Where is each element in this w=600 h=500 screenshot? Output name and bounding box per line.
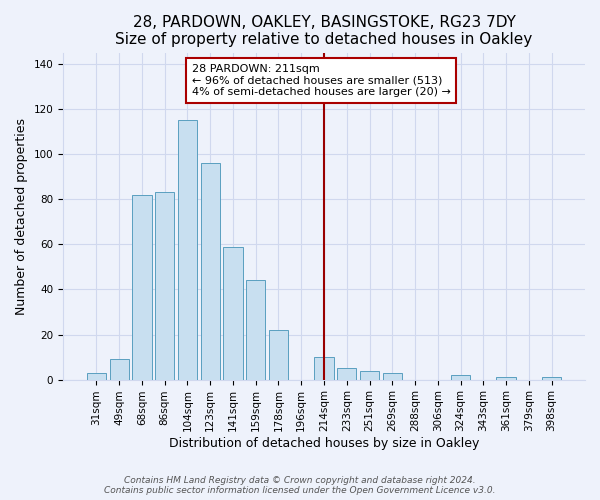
Bar xyxy=(451,375,470,380)
Bar xyxy=(178,120,197,380)
Bar xyxy=(314,357,334,380)
Title: 28, PARDOWN, OAKLEY, BASINGSTOKE, RG23 7DY
Size of property relative to detached: 28, PARDOWN, OAKLEY, BASINGSTOKE, RG23 7… xyxy=(115,15,533,48)
Y-axis label: Number of detached properties: Number of detached properties xyxy=(15,118,28,314)
Bar xyxy=(132,195,152,380)
Text: 28 PARDOWN: 211sqm
← 96% of detached houses are smaller (513)
4% of semi-detache: 28 PARDOWN: 211sqm ← 96% of detached hou… xyxy=(192,64,451,97)
Bar xyxy=(383,373,402,380)
Bar xyxy=(269,330,288,380)
Bar xyxy=(542,378,561,380)
Bar xyxy=(223,246,242,380)
X-axis label: Distribution of detached houses by size in Oakley: Distribution of detached houses by size … xyxy=(169,437,479,450)
Bar xyxy=(155,192,175,380)
Bar xyxy=(496,378,516,380)
Bar xyxy=(200,163,220,380)
Bar xyxy=(360,370,379,380)
Bar xyxy=(337,368,356,380)
Bar xyxy=(246,280,265,380)
Bar xyxy=(87,373,106,380)
Text: Contains HM Land Registry data © Crown copyright and database right 2024.
Contai: Contains HM Land Registry data © Crown c… xyxy=(104,476,496,495)
Bar xyxy=(110,360,129,380)
